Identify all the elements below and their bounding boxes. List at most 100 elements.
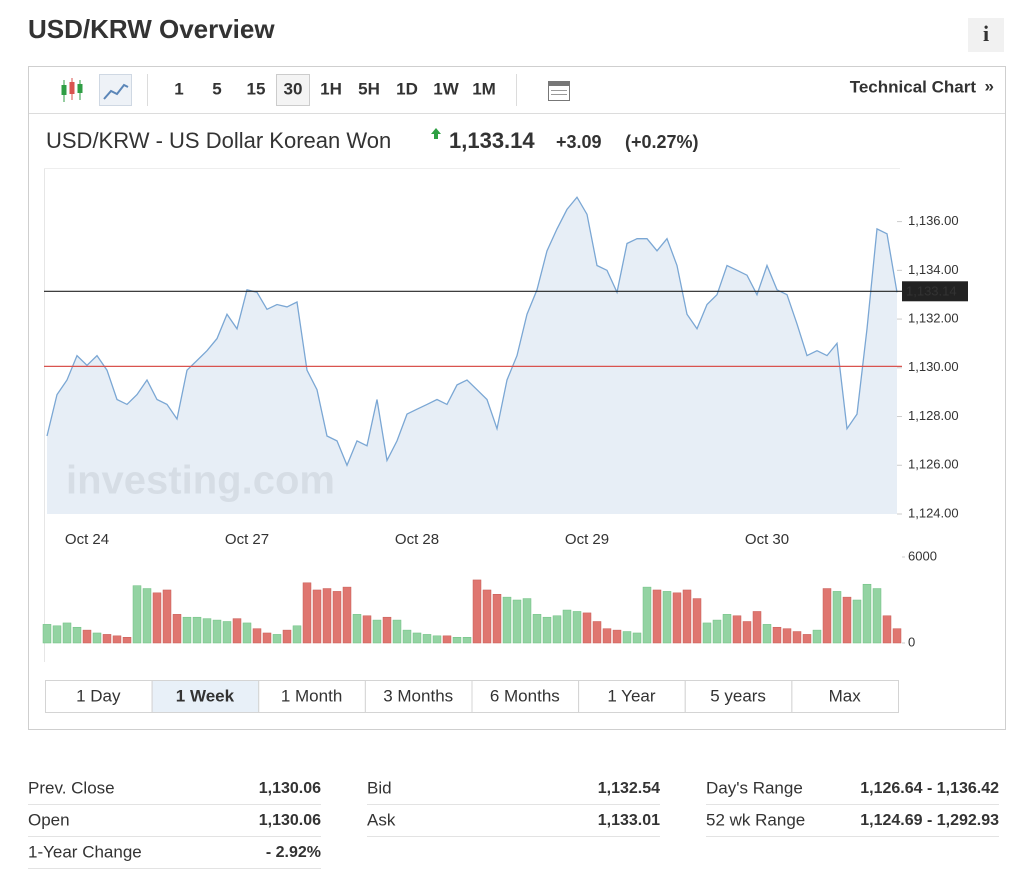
period-button[interactable]: 1 Week <box>176 686 235 705</box>
period-button-bg[interactable] <box>578 680 686 713</box>
y-tick-label: 1,132.00 <box>908 311 959 326</box>
period-button-bg[interactable] <box>258 680 366 713</box>
volume-bar <box>372 619 382 644</box>
period-button-bg[interactable] <box>471 680 580 713</box>
volume-bar <box>722 614 732 644</box>
volume-bar <box>652 589 662 644</box>
volume-bar <box>822 588 832 644</box>
volume-bar <box>852 599 862 644</box>
volume-bar <box>732 615 742 644</box>
volume-bar <box>752 611 762 644</box>
stat-label: 1-Year Change <box>28 842 142 861</box>
interval-button[interactable]: 1D <box>396 79 418 98</box>
y-tick-label: 1,124.00 <box>908 505 959 520</box>
stat-value: 1,126.64 - 1,136.42 <box>860 780 999 797</box>
stat-value: 1,132.54 <box>598 780 660 797</box>
stat-value: 1,133.01 <box>598 812 660 829</box>
interval-selected-bg[interactable] <box>276 74 310 106</box>
price-change-percent: (+0.27%) <box>625 132 699 152</box>
volume-bar <box>142 588 152 644</box>
period-button[interactable]: 5 years <box>710 686 766 705</box>
volume-bar <box>842 596 852 644</box>
icon-stroke <box>69 82 75 94</box>
period-button-bg[interactable] <box>791 680 899 713</box>
volume-bar <box>642 586 652 644</box>
x-tick-label: Oct 27 <box>225 531 269 548</box>
interval-button[interactable]: 30 <box>284 79 303 98</box>
table-icon[interactable] <box>548 81 570 101</box>
icon-stroke <box>61 85 67 95</box>
volume-bar <box>452 637 462 644</box>
volume-bar <box>272 634 282 644</box>
period-button[interactable]: 1 Month <box>281 686 342 705</box>
icon-stroke <box>77 84 83 93</box>
stat-label: Ask <box>367 810 396 829</box>
volume-bar <box>482 589 492 644</box>
interval-button[interactable]: 1W <box>433 79 459 98</box>
volume-bar <box>42 624 52 644</box>
x-tick-label: Oct 29 <box>565 531 609 548</box>
volume-bar <box>52 625 62 644</box>
period-button[interactable]: 1 Day <box>76 686 121 705</box>
candlestick-icon[interactable] <box>61 78 83 102</box>
volume-bar <box>742 621 752 644</box>
period-button[interactable]: 1 Year <box>607 686 656 705</box>
info-button-bg[interactable] <box>968 18 1004 52</box>
interval-button[interactable]: 1M <box>472 79 496 98</box>
period-button[interactable]: 6 Months <box>490 686 560 705</box>
y-tick-label: 1,128.00 <box>908 408 959 423</box>
line-icon-bg[interactable] <box>99 74 132 106</box>
stat-value: 1,130.06 <box>259 812 321 829</box>
period-button-bg[interactable] <box>45 680 153 713</box>
stat-label: Bid <box>367 778 392 797</box>
interval-button[interactable]: 5 <box>212 79 221 98</box>
interval-button[interactable]: 1H <box>320 79 342 98</box>
interval-button[interactable]: 15 <box>247 79 266 98</box>
period-button-bg[interactable] <box>364 680 473 713</box>
volume-bar <box>322 588 332 644</box>
period-button-bg[interactable] <box>684 680 793 713</box>
volume-bar <box>332 591 342 644</box>
volume-bar <box>352 614 362 644</box>
volume-bar <box>282 629 292 644</box>
volume-bar <box>622 631 632 644</box>
volume-bar <box>92 632 102 644</box>
volume-bar <box>232 618 242 644</box>
volume-bar <box>712 619 722 644</box>
volume-tick-label: 0 <box>908 634 915 649</box>
stat-value: 1,130.06 <box>259 780 321 797</box>
period-button[interactable]: Max <box>829 686 862 705</box>
volume-bar <box>892 628 902 644</box>
period-button[interactable]: 3 Months <box>383 686 453 705</box>
technical-chart-arrow[interactable]: » <box>985 76 994 95</box>
interval-button[interactable]: 1 <box>174 79 183 98</box>
stat-value: 1,124.69 - 1,292.93 <box>860 812 999 829</box>
y-tick-label: 1,126.00 <box>908 457 959 472</box>
technical-chart-link[interactable]: Technical Chart <box>850 77 977 96</box>
volume-bar <box>82 629 92 644</box>
volume-bar <box>112 635 122 644</box>
volume-bar <box>662 591 672 644</box>
last-price: 1,133.14 <box>449 128 535 153</box>
stat-label: Prev. Close <box>28 778 115 797</box>
volume-bar <box>542 616 552 644</box>
volume-bar <box>412 632 422 644</box>
x-tick-label: Oct 28 <box>395 531 439 548</box>
volume-bar <box>612 629 622 644</box>
volume-bar <box>872 588 882 644</box>
volume-bar <box>772 626 782 644</box>
volume-bar <box>212 619 222 644</box>
volume-bar <box>72 626 82 644</box>
volume-bar <box>422 634 432 644</box>
volume-bar <box>702 622 712 644</box>
volume-bar <box>672 592 682 644</box>
info-button[interactable]: i <box>983 21 989 46</box>
volume-bar <box>402 629 412 644</box>
volume-bar <box>302 582 312 644</box>
volume-tick-label: 6000 <box>908 548 937 563</box>
volume-bar <box>312 589 322 644</box>
volume-bar <box>432 635 442 644</box>
y-tick-label: 1,130.00 <box>908 359 959 374</box>
interval-button[interactable]: 5H <box>358 79 380 98</box>
